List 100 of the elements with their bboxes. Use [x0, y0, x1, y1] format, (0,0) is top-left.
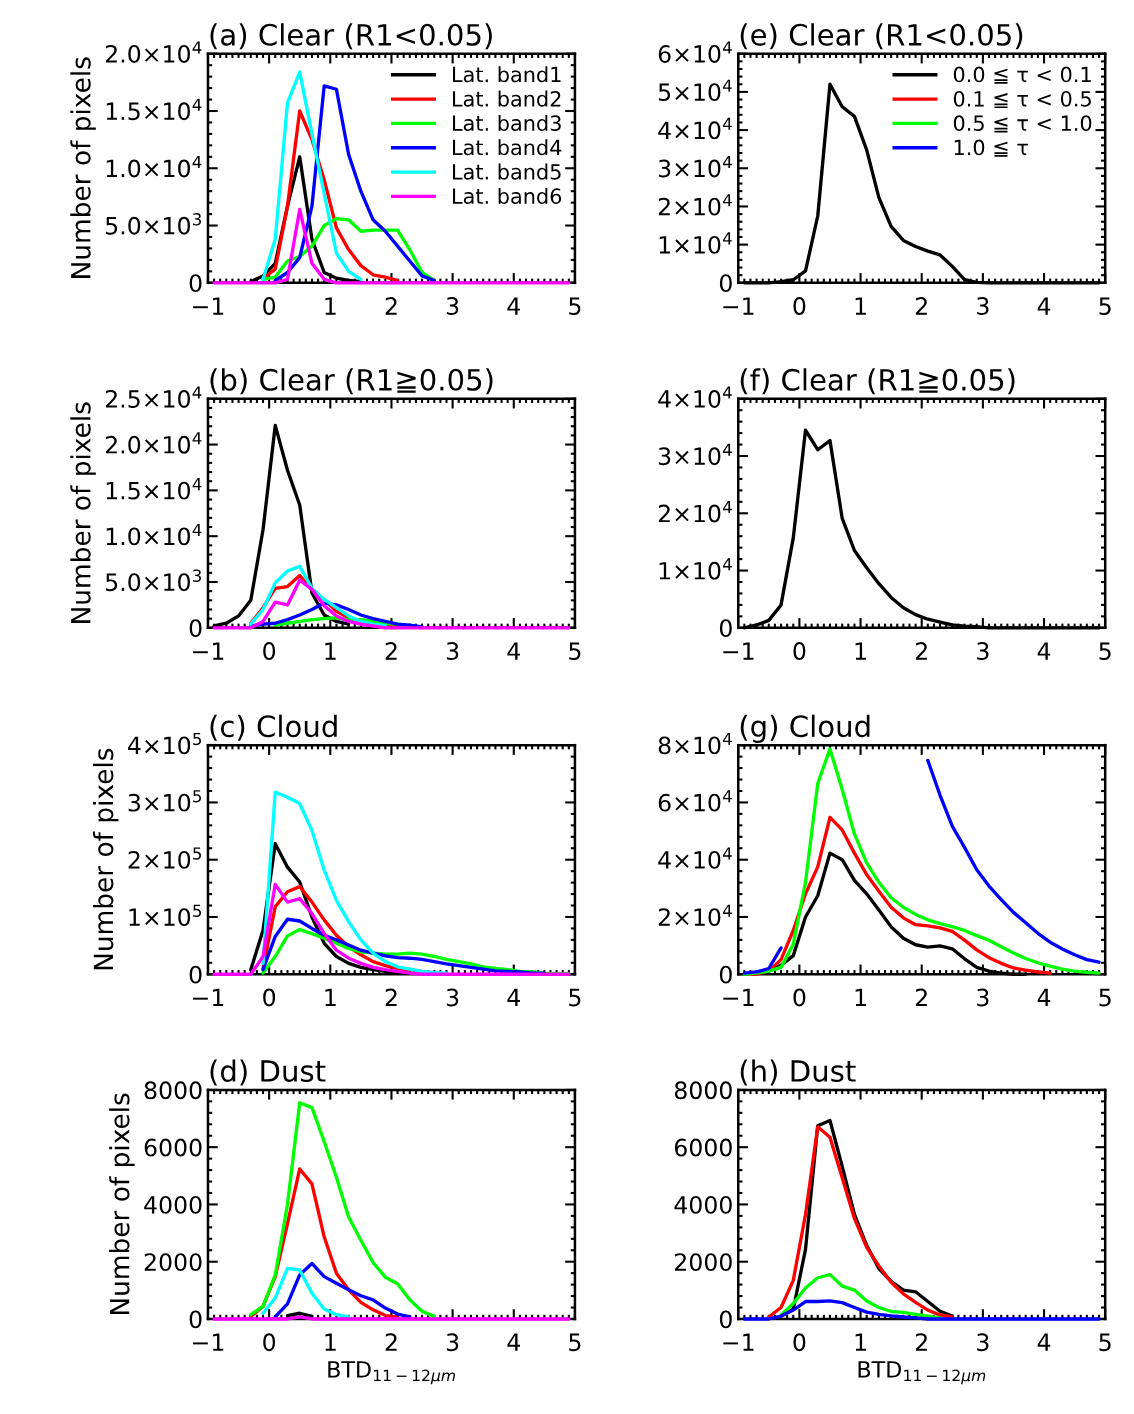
y-tick-label: 6×10$^{4}$ [658, 790, 732, 812]
chart-title: (d) Dust [210, 1059, 326, 1086]
legend-label: Lat. band2 [453, 90, 561, 107]
x-tick-label: 1 [855, 988, 866, 1007]
x-tick-label: 0 [793, 642, 806, 660]
y-axis-title: Number of pixels [70, 402, 96, 623]
x-tick-label: 2 [915, 1333, 927, 1351]
legend-label: 0.1 ≦ τ < 0.5 [953, 90, 1091, 109]
y-tick-label: 2000 [144, 1253, 202, 1272]
x-tick-label: −1 [193, 642, 224, 660]
x-tick-label: 3 [446, 1333, 459, 1352]
y-tick-label: 8000 [674, 1081, 732, 1100]
x-tick-label: 3 [977, 297, 989, 315]
y-tick-label: 2×10$^{4}$ [658, 904, 732, 927]
y-tick-label: 4×10$^{4}$ [658, 117, 732, 140]
chart-title: (a) Clear (R1<0.05) [210, 23, 492, 50]
legend-label: Lat. band6 [453, 187, 562, 205]
x-tick-label: 4 [1037, 1333, 1051, 1351]
y-tick-label: 2×10$^{4}$ [658, 194, 732, 216]
x-tick-label: −1 [723, 642, 754, 660]
x-tick-label: 5 [1099, 297, 1111, 315]
x-tick-label: 3 [977, 988, 989, 1007]
chart-title: (f) Clear (R1≧0.05) [740, 368, 1015, 395]
legend-label: 1.0 ≦ τ [954, 139, 1028, 157]
x-tick-label: 3 [977, 642, 989, 660]
x-tick-label: 4 [507, 297, 520, 315]
x-tick-label: 0 [793, 1333, 806, 1352]
y-tick-label: 1.5×10$^{4}$ [106, 98, 202, 121]
y-tick-label: 0 [719, 619, 732, 638]
y-tick-label: 2×10$^{4}$ [658, 501, 732, 523]
x-tick-label: 5 [1099, 642, 1111, 660]
y-tick-label: 0 [719, 965, 732, 984]
x-tick-label: 0 [793, 297, 806, 315]
x-tick-label: 3 [446, 642, 459, 660]
x-tick-label: 5 [1099, 988, 1111, 1007]
x-tick-label: 1 [855, 297, 866, 315]
x-tick-label: 0 [263, 642, 276, 660]
x-tick-label: 1 [855, 642, 866, 660]
y-tick-label: 6000 [144, 1138, 202, 1157]
y-tick-label: 0 [189, 274, 202, 293]
y-tick-label: 5×10$^{4}$ [658, 79, 732, 102]
x-axis-title: BTD$_{11−12μm}$ [858, 1361, 986, 1385]
y-tick-label: 0 [189, 619, 202, 638]
y-tick-label: 4×10$^{4}$ [658, 847, 732, 869]
y-tick-label: 1×10$^{4}$ [659, 558, 732, 580]
x-tick-label: 1 [325, 642, 336, 660]
x-tick-label: 5 [569, 988, 581, 1007]
y-axis-title: Number of pixels [92, 748, 119, 970]
y-tick-label: 3×10$^{4}$ [658, 443, 732, 466]
x-tick-label: 0 [263, 297, 276, 315]
y-tick-label: 5.0×10$^{3}$ [106, 569, 201, 592]
x-tick-label: 1 [325, 297, 336, 315]
y-tick-label: 1.0×10$^{4}$ [106, 523, 202, 546]
x-tick-label: 1 [325, 1333, 336, 1351]
y-tick-label: 4×10$^{5}$ [128, 732, 201, 755]
y-tick-label: 3×10$^{5}$ [128, 790, 201, 812]
x-tick-label: −1 [193, 1333, 224, 1351]
x-tick-label: 4 [507, 1333, 520, 1351]
x-tick-label: 1 [855, 1333, 866, 1351]
x-tick-label: 0 [793, 988, 806, 1007]
x-tick-label: 1 [325, 988, 336, 1007]
y-tick-label: 6×10$^{4}$ [658, 41, 732, 63]
x-tick-label: 2 [385, 988, 397, 1007]
x-tick-label: 2 [915, 988, 927, 1007]
x-tick-label: −1 [723, 297, 754, 315]
x-tick-label: 4 [1037, 642, 1051, 660]
legend-label: 0.0 ≦ τ < 0.1 [953, 66, 1091, 84]
x-tick-label: 0 [263, 1333, 276, 1352]
x-tick-label: 4 [507, 988, 520, 1007]
x-tick-label: −1 [193, 297, 224, 315]
y-tick-label: 3×10$^{4}$ [658, 155, 732, 178]
y-tick-label: 0 [189, 1310, 202, 1329]
x-tick-label: 0 [263, 988, 276, 1007]
legend-label: Lat. band4 [453, 139, 562, 156]
y-tick-label: 2.0×10$^{4}$ [105, 41, 202, 63]
y-tick-label: 1×10$^{4}$ [659, 232, 732, 254]
x-tick-label: 5 [569, 642, 581, 660]
chart-title: (g) Cloud [740, 714, 870, 743]
y-tick-label: 2.5×10$^{4}$ [105, 386, 202, 408]
x-tick-label: −1 [723, 988, 754, 1007]
chart-title: (c) Cloud [210, 714, 337, 741]
x-tick-label: −1 [723, 1333, 754, 1351]
y-tick-label: 6000 [674, 1138, 732, 1157]
y-tick-label: 4000 [144, 1195, 202, 1214]
x-tick-label: 3 [446, 297, 459, 315]
x-tick-label: 2 [385, 642, 397, 660]
x-tick-label: 2 [385, 1333, 397, 1351]
x-tick-label: 2 [915, 297, 927, 315]
y-tick-label: 2.0×10$^{4}$ [105, 432, 202, 454]
y-tick-label: 1×10$^{5}$ [129, 904, 201, 927]
x-tick-label: 2 [915, 642, 927, 660]
y-tick-label: 4×10$^{4}$ [658, 386, 732, 408]
chart-title: (e) Clear (R1<0.05) [740, 23, 1023, 50]
x-tick-label: 4 [507, 642, 520, 660]
x-tick-label: 4 [1037, 297, 1051, 315]
x-tick-label: 5 [569, 297, 581, 315]
x-tick-label: 4 [1037, 988, 1051, 1007]
x-tick-label: −1 [193, 988, 224, 1007]
legend-label: Lat. band1 [453, 66, 561, 83]
legend-label: 0.5 ≦ τ < 1.0 [953, 115, 1092, 133]
